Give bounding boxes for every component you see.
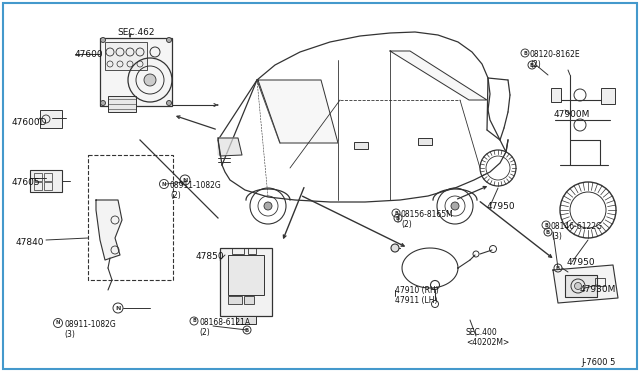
Polygon shape (553, 265, 618, 303)
Text: B: B (546, 230, 550, 234)
Bar (105, 42, 147, 70)
Text: 47600: 47600 (75, 50, 104, 59)
Text: J-7600 5: J-7600 5 (582, 358, 616, 367)
Bar (551, 88, 561, 102)
Bar (108, 96, 136, 112)
Text: B: B (544, 222, 548, 228)
Text: 47600D: 47600D (12, 118, 47, 127)
Text: 08156-8165M
(2): 08156-8165M (2) (401, 210, 454, 230)
Bar (44, 182, 52, 190)
Circle shape (166, 38, 172, 42)
Text: 47900M: 47900M (554, 110, 590, 119)
Text: SEC.462: SEC.462 (117, 28, 154, 37)
Bar (100, 38, 172, 106)
Text: 47950: 47950 (567, 258, 596, 267)
Bar (40, 110, 62, 128)
Bar (228, 296, 242, 304)
Text: 08911-1082G
(2): 08911-1082G (2) (170, 181, 221, 201)
Circle shape (166, 100, 172, 106)
Bar (88, 155, 173, 280)
Text: 08146-6122G
(3): 08146-6122G (3) (551, 222, 603, 241)
Bar (232, 248, 244, 254)
Polygon shape (96, 200, 122, 260)
Text: 08120-8162E
(2): 08120-8162E (2) (530, 50, 580, 70)
Text: B: B (245, 327, 249, 333)
Text: 08168-6121A
(2): 08168-6121A (2) (199, 318, 250, 337)
Circle shape (451, 202, 459, 210)
Text: B: B (192, 318, 196, 324)
Bar (248, 248, 256, 254)
Text: 47605: 47605 (12, 178, 40, 187)
Text: N: N (162, 182, 166, 186)
Bar (220, 248, 272, 316)
Bar (34, 173, 42, 181)
Text: SEC.400
<40202M>: SEC.400 <40202M> (466, 328, 509, 347)
Bar (236, 316, 256, 324)
Text: 47910 (RH)
47911 (LH): 47910 (RH) 47911 (LH) (395, 286, 439, 305)
Circle shape (391, 244, 399, 252)
Text: B: B (530, 62, 534, 67)
Text: 47850: 47850 (196, 252, 225, 261)
Circle shape (575, 282, 582, 289)
Bar (595, 278, 605, 286)
Bar (565, 275, 597, 297)
Polygon shape (390, 51, 487, 100)
Text: B: B (556, 266, 560, 270)
Text: 47950: 47950 (487, 202, 516, 211)
Bar (228, 255, 264, 295)
Text: 08911-1082G
(3): 08911-1082G (3) (64, 320, 116, 339)
Text: N: N (56, 321, 60, 326)
Bar (418, 138, 432, 145)
Bar (354, 142, 368, 149)
Bar (244, 296, 254, 304)
Polygon shape (218, 138, 242, 155)
Text: B: B (396, 215, 400, 221)
Polygon shape (258, 80, 338, 143)
Bar (601, 88, 615, 104)
Text: B: B (394, 211, 398, 215)
Text: 47840: 47840 (16, 238, 45, 247)
Bar (34, 182, 42, 190)
Text: 47930M: 47930M (580, 285, 616, 294)
Text: B: B (523, 51, 527, 55)
Text: N: N (182, 177, 188, 183)
Circle shape (264, 202, 272, 210)
Text: N: N (115, 305, 121, 311)
Circle shape (100, 38, 106, 42)
Bar (30, 170, 62, 192)
Circle shape (100, 100, 106, 106)
Circle shape (144, 74, 156, 86)
Bar (44, 173, 52, 181)
